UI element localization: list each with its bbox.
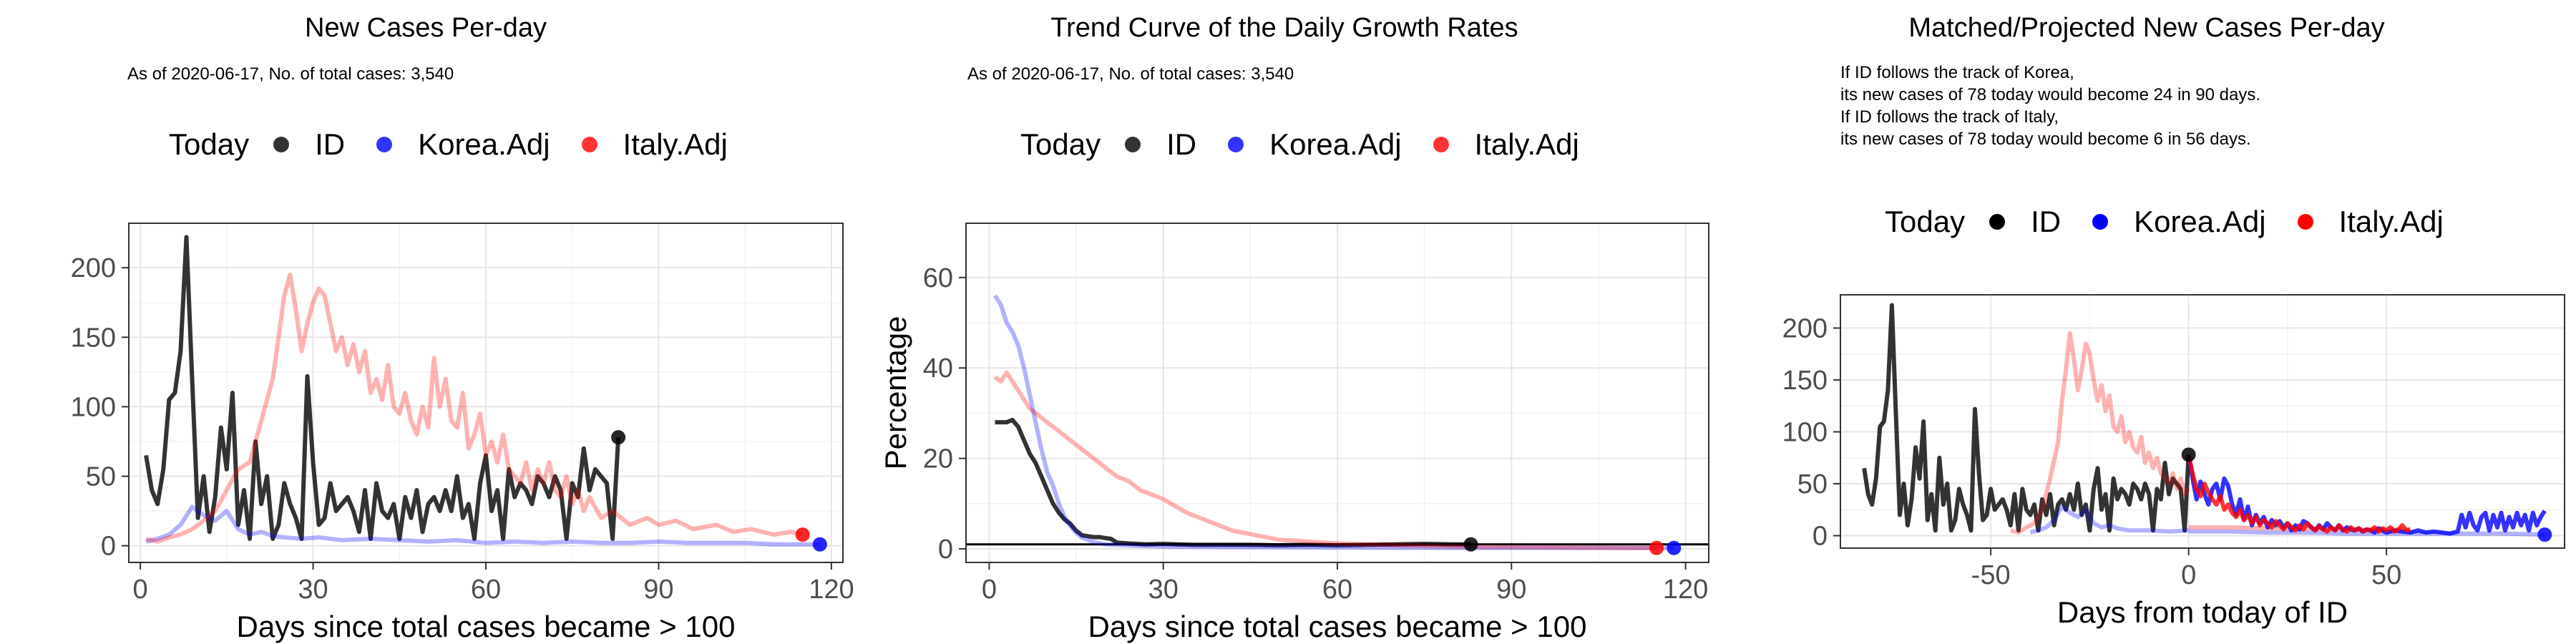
series-line xyxy=(2029,504,2189,535)
y-tick-label: 150 xyxy=(71,323,116,353)
legend-item-italy: Italy.Adj xyxy=(1433,127,1579,162)
chart-title: Matched/Projected New Cases Per-day xyxy=(1908,13,2385,43)
legend-label: Korea.Adj xyxy=(2134,205,2266,238)
y-tick-label: 40 xyxy=(923,353,953,384)
legend-item-korea: Korea.Adj xyxy=(2092,205,2266,239)
x-axis-label: Days since total cases became > 100 xyxy=(237,610,736,643)
legend-label: Italy.Adj xyxy=(623,127,728,161)
y-tick-label: 150 xyxy=(1782,366,1828,396)
x-axis-label: Days from today of ID xyxy=(2057,595,2348,629)
y-tick-label: 50 xyxy=(86,462,116,492)
legend-title: Today xyxy=(1885,205,1966,238)
legend: Today ID Korea.Adj Italy.Adj xyxy=(1885,205,2475,239)
legend-item-id: ID xyxy=(1989,205,2061,239)
legend-dot-icon xyxy=(1228,137,1244,152)
panel-growth-rates: Trend Curve of the Daily Growth Rates As… xyxy=(852,0,1717,644)
legend-dot-icon xyxy=(273,137,290,152)
series-line xyxy=(992,294,1674,550)
series-line xyxy=(2186,454,2411,534)
chart-new-cases: 0 30 60 90 120 0 50 100 150 200 Days since total c… xyxy=(71,223,854,643)
series-line xyxy=(2186,454,2547,536)
y-tick-label: 0 xyxy=(1813,522,1828,552)
legend-label: Korea.Adj xyxy=(418,127,550,161)
x-tick-label: 30 xyxy=(298,575,328,605)
y-tick-label: 0 xyxy=(101,532,116,562)
x-tick-label: 0 xyxy=(982,575,997,605)
legend-dot-icon xyxy=(581,137,597,152)
today-point xyxy=(1463,537,1478,552)
today-point xyxy=(795,527,810,542)
x-tick-label: 120 xyxy=(809,575,854,605)
chart-growth-rates: 0 30 60 90 120 0 20 40 60 Days since total cases … xyxy=(879,223,1709,643)
legend-item-korea: Korea.Adj xyxy=(376,127,550,162)
legend-label: ID xyxy=(315,127,346,161)
legend-dot-icon xyxy=(1433,137,1449,152)
chart-subtitle: As of 2020-06-17, No. of total cases: 3,… xyxy=(967,64,1294,84)
legend-label: ID xyxy=(1166,127,1197,161)
chart-subtitle: As of 2020-06-17, No. of total cases: 3,… xyxy=(127,64,454,84)
legend-label: Italy.Adj xyxy=(2338,205,2444,238)
legend-label: Korea.Adj xyxy=(1269,127,1402,161)
y-tick-label: 100 xyxy=(71,392,116,422)
today-point xyxy=(812,537,827,552)
y-tick-label: 0 xyxy=(938,535,953,565)
legend-item-id: ID xyxy=(273,127,345,162)
x-tick-label: 90 xyxy=(1496,575,1526,605)
x-tick-label: 60 xyxy=(471,575,501,605)
today-point xyxy=(1649,540,1664,555)
series-line xyxy=(993,370,1657,550)
plot-border xyxy=(1840,294,2565,549)
today-point xyxy=(2537,527,2552,542)
panel-matched-projected: Matched/Projected New Cases Per-day If I… xyxy=(1717,0,2576,644)
legend: Today ID Korea.Adj Italy.Adj xyxy=(1020,127,1611,162)
legend-dot-icon xyxy=(2092,214,2109,230)
legend-dot-icon xyxy=(1125,137,1141,152)
chart-matched-projected: -50 0 50 0 50 100 150 200 Days from today of ID xyxy=(1782,294,2565,629)
legend-item-italy: Italy.Adj xyxy=(581,127,728,162)
x-tick-label: 0 xyxy=(133,575,148,605)
today-point xyxy=(2181,447,2196,462)
legend-label: ID xyxy=(2031,205,2062,238)
legend-title: Today xyxy=(169,127,250,161)
x-tick-label: 120 xyxy=(1663,575,1708,605)
x-tick-label: 30 xyxy=(1148,575,1179,605)
legend-dot-icon xyxy=(376,137,393,152)
x-tick-label: 90 xyxy=(643,575,673,605)
series-line xyxy=(2188,529,2545,537)
y-tick-label: 60 xyxy=(923,263,953,293)
legend-item-italy: Italy.Adj xyxy=(2297,205,2444,239)
y-tick-label: 20 xyxy=(923,444,953,474)
y-tick-label: 50 xyxy=(1797,469,1828,499)
legend-item-korea: Korea.Adj xyxy=(1228,127,1402,162)
series-line xyxy=(2010,331,2190,535)
chart-subtitle: If ID follows the track of Korea, its ne… xyxy=(1840,63,2261,149)
y-axis-label: Percentage xyxy=(879,316,912,470)
series-line xyxy=(144,235,621,541)
series-line xyxy=(145,272,804,544)
y-tick-label: 100 xyxy=(1782,418,1828,448)
series-line xyxy=(1862,303,2191,533)
legend-title: Today xyxy=(1020,127,1101,161)
chart-title: Trend Curve of the Daily Growth Rates xyxy=(1050,13,1518,43)
x-tick-label: 50 xyxy=(2371,560,2401,590)
x-tick-label: -50 xyxy=(1971,560,2011,590)
legend-label: Italy.Adj xyxy=(1474,127,1579,161)
series-line xyxy=(995,417,1471,547)
today-point xyxy=(611,430,626,445)
legend-dot-icon xyxy=(1989,214,2006,230)
today-point xyxy=(1667,540,1682,555)
legend-item-id: ID xyxy=(1125,127,1196,162)
series-line xyxy=(145,504,820,547)
y-tick-label: 200 xyxy=(71,253,116,283)
x-axis-label: Days since total cases became > 100 xyxy=(1088,610,1587,643)
chart-title: New Cases Per-day xyxy=(305,13,547,43)
x-tick-label: 60 xyxy=(1322,575,1352,605)
legend-dot-icon xyxy=(2297,214,2313,230)
x-tick-label: 0 xyxy=(2181,560,2196,590)
panel-new-cases: New Cases Per-day As of 2020-06-17, No. … xyxy=(0,0,854,644)
legend: Today ID Korea.Adj Italy.Adj xyxy=(169,127,759,162)
y-tick-label: 200 xyxy=(1782,313,1828,343)
